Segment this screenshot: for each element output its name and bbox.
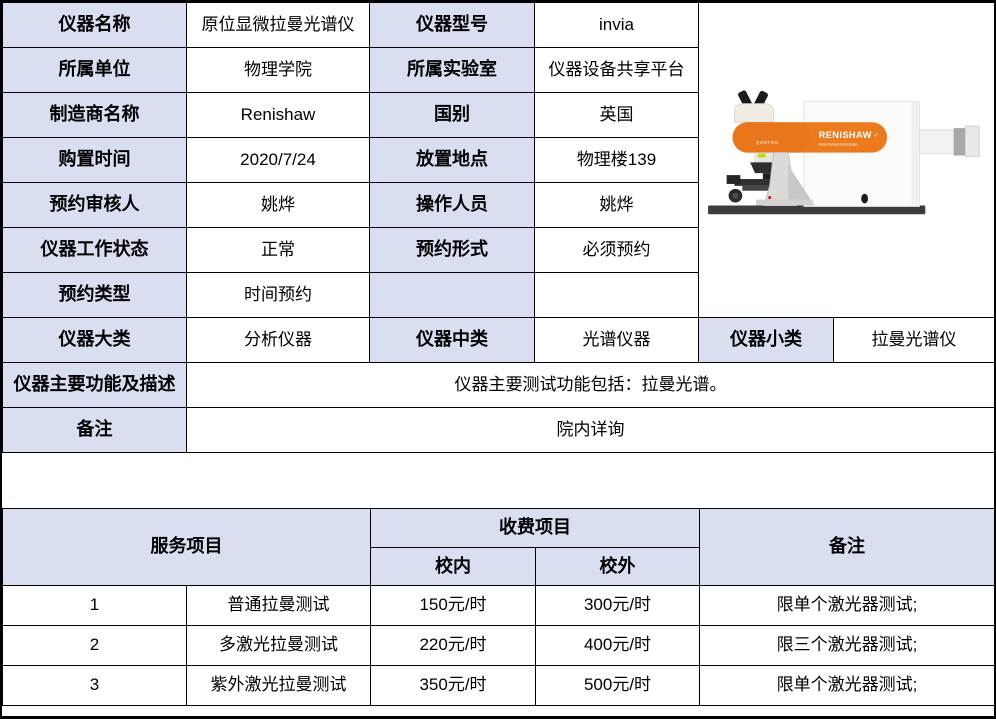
info-value: 2020/7/24: [186, 137, 370, 183]
info-value: 正常: [186, 227, 370, 273]
table-row-category: 仪器大类 分析仪器 仪器中类 光谱仪器 仪器小类 拉曼光谱仪: [2, 317, 994, 363]
info-label: 仪器工作状态: [2, 227, 187, 273]
info-value: 原位显微拉曼光谱仪: [186, 2, 370, 48]
service-no: 3: [2, 665, 187, 706]
info-label: 仪器大类: [2, 317, 187, 363]
svg-text:✓: ✓: [873, 133, 878, 139]
svg-text:inVia Raman microscope: inVia Raman microscope: [818, 142, 857, 146]
info-label: 预约审核人: [2, 182, 187, 228]
info-label: 预约类型: [2, 272, 187, 318]
info-value: 物理学院: [186, 47, 370, 93]
info-value: 光谱仪器: [534, 317, 699, 363]
svg-text:QONTOR: QONTOR: [755, 140, 778, 145]
info-value-remark: 院内详询: [186, 407, 994, 453]
fee-external: 500元/时: [535, 665, 700, 706]
fee-external: 300元/时: [535, 585, 700, 626]
service-no: 1: [2, 585, 187, 626]
info-label: 操作人员: [369, 182, 535, 228]
table-header-row: 服务项目 收费项目 备注: [2, 508, 994, 586]
service-name: 紫外激光拉曼测试: [186, 665, 371, 706]
spacer-row: [2, 453, 994, 508]
service-remark: 限单个激光器测试;: [699, 665, 994, 706]
table-row: 1 普通拉曼测试 150元/时 300元/时 限单个激光器测试;: [2, 585, 994, 626]
info-value-description: 仪器主要测试功能包括：拉曼光谱。: [186, 362, 994, 408]
table-row: 仪器名称 原位显微拉曼光谱仪 仪器型号 invia: [2, 2, 994, 318]
info-label: 预约形式: [369, 227, 535, 273]
info-value: 仪器设备共享平台: [534, 47, 699, 93]
service-name: 普通拉曼测试: [186, 585, 371, 626]
table-row: 2 多激光拉曼测试 220元/时 400元/时 限三个激光器测试;: [2, 625, 994, 666]
info-value: 姚烨: [186, 182, 370, 228]
info-label: 仪器型号: [369, 2, 535, 48]
fee-external: 400元/时: [535, 625, 700, 666]
info-label: 购置时间: [2, 137, 187, 183]
table-row: 预约审核人 姚烨 操作人员 姚烨: [2, 182, 995, 228]
col-header-service: 服务项目: [2, 508, 371, 586]
info-value: 物理楼139: [534, 137, 699, 183]
info-label: 制造商名称: [2, 92, 187, 138]
info-value: invia: [534, 2, 699, 48]
info-value: 分析仪器: [186, 317, 370, 363]
fee-internal: 350元/时: [370, 665, 536, 706]
info-label: 备注: [2, 407, 187, 453]
service-remark: 限三个激光器测试;: [699, 625, 994, 666]
table-row: 预约类型 时间预约: [2, 272, 995, 318]
table-row: 所属单位 物理学院 所属实验室 仪器设备共享平台: [2, 47, 995, 93]
info-value: 拉曼光谱仪: [833, 317, 994, 363]
instrument-photo: RENISHAW ✓ inVia Raman microscope QONTOR: [707, 90, 980, 215]
fee-internal: 220元/时: [370, 625, 536, 666]
info-label: 所属实验室: [369, 47, 535, 93]
info-value: 姚烨: [534, 182, 699, 228]
col-header-fee: 收费项目: [370, 508, 700, 548]
info-label: 仪器中类: [369, 317, 535, 363]
table-subheader-row: 校内 校外: [3, 547, 995, 586]
info-label-empty: [369, 272, 535, 318]
service-remark: 限单个激光器测试;: [699, 585, 994, 626]
info-value: Renishaw: [186, 92, 370, 138]
info-label: 所属单位: [2, 47, 187, 93]
info-value-empty: [534, 272, 699, 318]
col-header-internal: 校内: [370, 547, 536, 586]
instrument-photo-cell: RENISHAW ✓ inVia Raman microscope QONTOR: [698, 2, 994, 318]
info-value: 时间预约: [186, 272, 370, 318]
col-header-external: 校外: [535, 547, 700, 586]
info-value: 必须预约: [534, 227, 699, 273]
col-header-remark: 备注: [699, 508, 994, 586]
svg-text:RENISHAW: RENISHAW: [818, 130, 871, 140]
instrument-info-table: 仪器名称 原位显微拉曼光谱仪 仪器型号 invia: [2, 2, 995, 453]
info-label: 仪器主要功能及描述: [2, 362, 187, 408]
info-label: 仪器小类: [698, 317, 834, 363]
fee-internal: 150元/时: [370, 585, 536, 626]
table-row-description: 仪器主要功能及描述 仪器主要测试功能包括：拉曼光谱。: [2, 362, 994, 408]
info-label: 国别: [369, 92, 535, 138]
table-row-remark: 备注 院内详询: [2, 407, 994, 453]
table-row: 3 紫外激光拉曼测试 350元/时 500元/时 限单个激光器测试;: [2, 665, 994, 706]
service-name: 多激光拉曼测试: [186, 625, 371, 666]
service-fee-table: 服务项目 收费项目 备注 校内 校外 1 普通拉曼测试 150元/时 300元/…: [2, 508, 995, 706]
info-label: 仪器名称: [2, 2, 187, 48]
info-value: 英国: [534, 92, 699, 138]
info-label: 放置地点: [369, 137, 535, 183]
service-no: 2: [2, 625, 187, 666]
table-row: 购置时间 2020/7/24 放置地点 物理楼139: [2, 137, 995, 183]
